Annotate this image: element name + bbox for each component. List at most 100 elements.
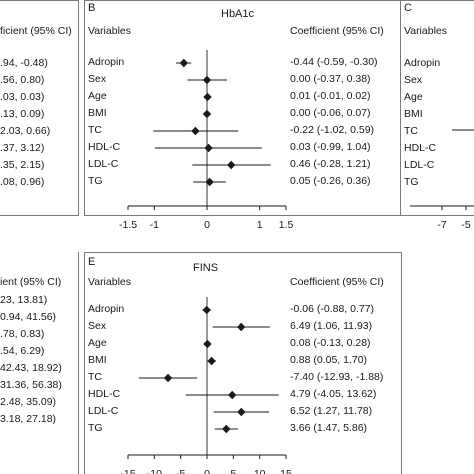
panel-c-label: C (404, 2, 412, 14)
panel-b-row-coefficient: 0.03 (-0.99, 1.04) (290, 141, 371, 153)
panel-e-x-tick-label: 0 (204, 468, 210, 474)
panel-d-row-text: 3.18, 27.18) (0, 413, 57, 425)
panel-e-row-variable: LDL-C (88, 405, 119, 417)
panel-b-frame (84, 0, 402, 216)
panel-b-row-variable: Adropin (88, 56, 125, 68)
panel-e-point-estimate (207, 356, 216, 366)
panel-b-x-tick-label: 0 (204, 219, 210, 231)
panel-e-point-estimate (222, 424, 231, 434)
panel-d-frame (0, 252, 79, 474)
panel-a-row-text: .94, -0.48) (0, 57, 48, 69)
panel-b-row-variable: HDL-C (88, 141, 121, 153)
panel-c-x-tick-label: -5 (461, 219, 470, 231)
panel-e-x-tick-label: -10 (147, 468, 162, 474)
panel-a-row-text: .37, 3.12) (0, 142, 45, 154)
panel-c-var-header: Variables (404, 25, 447, 37)
panel-b-title: HbA1c (221, 8, 255, 20)
panel-b-x-tick-label: 1.5 (279, 219, 294, 231)
panel-b-point-estimate (179, 58, 189, 68)
panel-e-row-variable: HDL-C (88, 388, 121, 400)
panel-c-row-variable: Adropin (404, 57, 441, 69)
panel-e-row-variable: TG (88, 422, 103, 434)
panel-a-row-text: .08, 0.96) (0, 176, 45, 188)
panel-c-row-variable: HDL-C (404, 142, 437, 154)
panel-a-coef-header: ficient (95% CI) (0, 25, 72, 37)
panel-c-row-variable: TG (404, 176, 419, 188)
panel-e-row-coefficient: -0.06 (-0.88, 0.77) (290, 303, 375, 315)
panel-b-row-variable: Age (88, 90, 107, 102)
panel-e-title: FINS (193, 262, 219, 274)
panel-e-row-coefficient: -7.40 (-12.93, -1.88) (290, 371, 384, 383)
panel-e-x-tick-label: -15 (120, 468, 135, 474)
panel-e-x-tick-label: 10 (254, 468, 266, 474)
panel-b-point-estimate (191, 126, 200, 136)
panel-e-x-tick-label: -5 (176, 468, 185, 474)
panel-b-row-variable: BMI (88, 107, 107, 119)
panel-e-row-variable: BMI (88, 354, 107, 366)
panel-b-row-variable: Sex (88, 73, 107, 85)
panel-b-x-tick-label: -1.5 (119, 219, 137, 231)
panel-b-row-coefficient: 0.00 (-0.06, 0.07) (290, 107, 371, 119)
panel-e-x-tick-label: 15 (280, 468, 292, 474)
panel-e-row-coefficient: 6.52 (1.27, 11.78) (290, 405, 373, 417)
panel-b-point-estimate (205, 177, 214, 187)
panel-c-frame (400, 0, 474, 216)
panel-e-point-estimate (203, 339, 212, 349)
panel-b-row-coefficient: 0.46 (-0.28, 1.21) (290, 158, 371, 170)
panel-d-row-text: 23, 13.81) (0, 294, 48, 306)
panel-b-row-variable: LDL-C (88, 158, 119, 170)
panel-e-point-estimate (236, 322, 246, 332)
panel-b-x-tick-label: 1 (257, 219, 263, 231)
panel-e-x-tick-label: 5 (230, 468, 236, 474)
panel-c-x-tick-label: -7 (437, 219, 446, 231)
panel-c-row-variable: Sex (404, 74, 423, 86)
panel-d-row-text: 42.43, 18.92) (0, 362, 62, 374)
panel-e-row-coefficient: 0.88 (0.05, 1.70) (290, 354, 368, 366)
panel-e-row-variable: Adropin (88, 303, 125, 315)
panel-d-coef-header: ient (95% CI) (0, 276, 62, 288)
panel-b-coef-header: Coefficient (95% CI) (290, 25, 384, 37)
panel-b-x-tick-label: -1 (150, 219, 159, 231)
panel-b-row-variable: TC (88, 124, 102, 136)
panel-e-row-variable: Age (88, 337, 107, 349)
panel-e-point-estimate (163, 373, 173, 383)
panel-a-row-text: .03, 0.03) (0, 91, 45, 103)
panel-e-row-variable: Sex (88, 320, 107, 332)
panel-b-row-variable: TG (88, 175, 103, 187)
panel-e-point-estimate (228, 390, 237, 400)
panel-c-row-variable: TC (404, 125, 418, 137)
panel-a-row-text: 2.03, 0.66) (0, 125, 51, 137)
panel-a-row-text: .13, 0.09) (0, 108, 45, 120)
panel-d-row-text: 31.36, 56.38) (0, 379, 62, 391)
panel-c-row-variable: BMI (404, 108, 423, 120)
panel-b-row-coefficient: -0.22 (-1.02, 0.59) (290, 124, 375, 136)
panel-b-row-coefficient: -0.44 (-0.59, -0.30) (290, 56, 378, 68)
panel-e-point-estimate (237, 407, 246, 417)
panel-b-point-estimate (202, 75, 212, 85)
panel-a-row-text: .35, 2.15) (0, 159, 45, 171)
panel-e-var-header: Variables (88, 276, 131, 288)
panel-d-row-text: 2.48, 35.09) (0, 396, 57, 408)
panel-c-row-variable: Age (404, 91, 423, 103)
panel-e-row-coefficient: 6.49 (1.06, 11.93) (290, 320, 373, 332)
panel-b-point-estimate (203, 92, 212, 102)
panel-e-coef-header: Coefficient (95% CI) (290, 276, 384, 288)
panel-a-row-text: .56, 0.80) (0, 74, 45, 86)
panel-b-point-estimate (204, 143, 213, 153)
panel-b-row-coefficient: 0.05 (-0.26, 0.36) (290, 175, 371, 187)
panel-e-label: E (88, 256, 96, 268)
panel-e-row-coefficient: 4.79 (-4.05, 13.62) (290, 388, 377, 400)
panel-e-point-estimate (202, 305, 211, 315)
panel-b-row-coefficient: 0.01 (-0.01, 0.02) (290, 90, 371, 102)
panel-b-var-header: Variables (88, 25, 131, 37)
panel-e-row-coefficient: 3.66 (1.47, 5.86) (290, 422, 368, 434)
panel-c-row-variable: LDL-C (404, 159, 435, 171)
panel-e-frame (84, 252, 402, 474)
panel-b-label: B (88, 2, 96, 14)
panel-b-point-estimate (227, 160, 236, 170)
panel-d-row-text: .54, 6.29) (0, 345, 45, 357)
panel-b-point-estimate (202, 109, 212, 119)
panel-d-row-text: .78, 0.83) (0, 328, 45, 340)
panel-b-row-coefficient: 0.00 (-0.37, 0.38) (290, 73, 371, 85)
